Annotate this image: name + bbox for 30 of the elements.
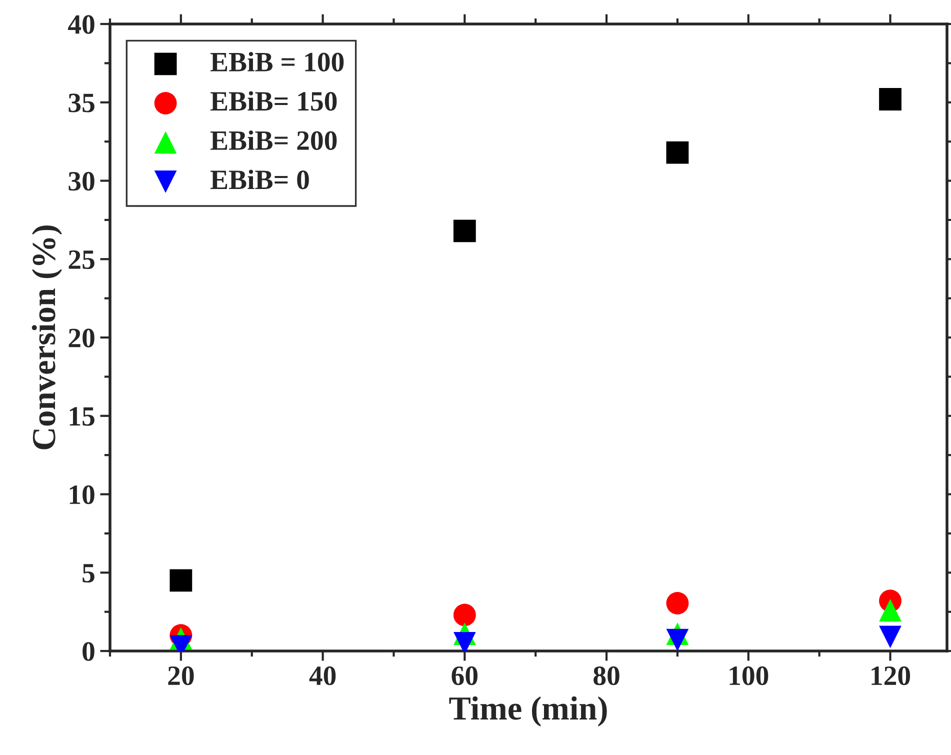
y-axis-title: Conversion (%) — [32, 226, 62, 450]
legend-label: EBiB= 150 — [210, 91, 337, 111]
legend-label: EBiB= 200 — [210, 130, 337, 150]
point — [879, 599, 902, 622]
y-tick-label: 15 — [70, 407, 94, 426]
point — [666, 628, 689, 651]
x-tick-label: 120 — [872, 666, 910, 686]
x-tick-label: 20 — [168, 666, 194, 686]
legend-label: EBiB = 100 — [210, 52, 344, 72]
x-axis-title: Time (min) — [449, 696, 607, 727]
x-tick-label: 80 — [594, 666, 620, 686]
x-tick-label: 100 — [730, 666, 768, 686]
x-tick-label: 40 — [309, 666, 336, 686]
point — [666, 141, 689, 164]
point — [879, 88, 902, 110]
point — [453, 604, 476, 626]
point — [453, 220, 476, 242]
y-tick-label: 35 — [68, 94, 94, 112]
x-tick-label: 60 — [452, 666, 478, 686]
y-tick-label: 10 — [70, 485, 94, 504]
point — [879, 626, 902, 648]
y-tick-label: 25 — [68, 250, 94, 270]
y-tick-label: 5 — [82, 564, 94, 583]
y-tick-label: 0 — [82, 642, 94, 661]
y-tick-label: 40 — [68, 15, 94, 34]
legend-label: EBiB= 0 — [210, 170, 309, 190]
point — [170, 569, 192, 592]
y-tick-label: 30 — [68, 172, 94, 191]
point — [666, 592, 689, 614]
y-tick-label: 20 — [68, 328, 94, 348]
